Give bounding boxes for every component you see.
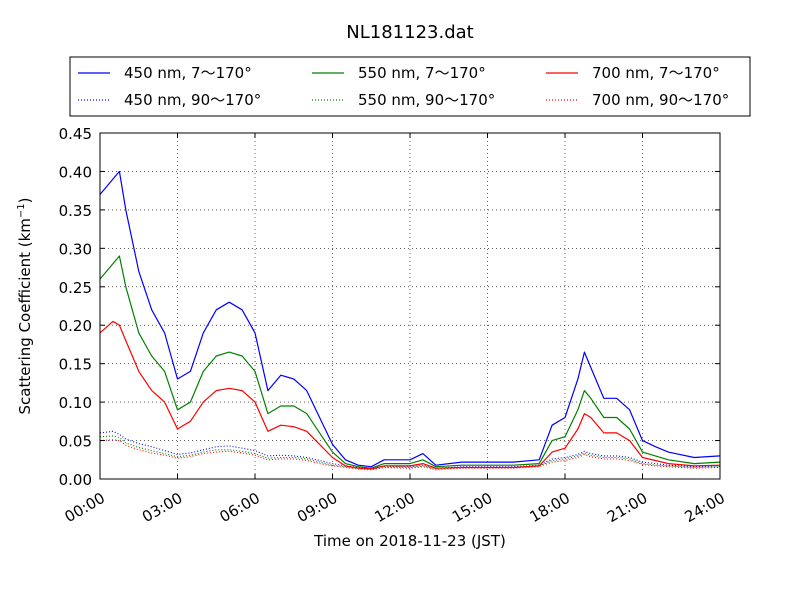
- y-tick-label: 0.20: [59, 317, 92, 335]
- x-axis: 00:00 03:00 06:00 09:00 12:00 15:00 18:00 21:00…: [62, 133, 728, 526]
- y-axis-label-superscript: −1: [16, 203, 27, 218]
- series-line-2: [99, 255, 721, 469]
- legend-label-3: 550 nm, 90～170°: [358, 91, 495, 109]
- x-tick-label: 00:00: [62, 489, 108, 526]
- legend: 450 nm, 7～170° 550 nm, 7～170° 700 nm, 7～17…: [69, 56, 751, 117]
- x-tick-label: 03:00: [139, 489, 185, 526]
- x-tick-label: 18:00: [527, 489, 573, 526]
- series-line-0: [99, 170, 721, 468]
- y-tick-label: 0.40: [59, 163, 92, 181]
- legend-label-2: 550 nm, 7～170°: [358, 64, 486, 82]
- y-axis-label-close: ): [16, 197, 34, 203]
- x-tick-label: 09:00: [294, 489, 340, 526]
- y-tick-label: 0.10: [59, 394, 92, 412]
- x-tick-label: 21:00: [604, 489, 650, 526]
- y-tick-label: 0.35: [59, 202, 92, 220]
- series-line-1: [99, 430, 721, 469]
- series-layer: [99, 170, 721, 471]
- y-axis-label: Scattering Coefficient (km−1): [16, 197, 34, 414]
- legend-label-4: 700 nm, 7～170°: [592, 64, 720, 82]
- y-axis: 0.00 0.05 0.10 0.15 0.20 0.25 0.30 0.35 0.40 0.45: [59, 125, 720, 489]
- series-line-4: [99, 320, 721, 470]
- y-tick-label: 0.00: [59, 471, 92, 489]
- y-tick-label: 0.05: [59, 433, 92, 451]
- legend-label-5: 700 nm, 90～170°: [592, 91, 729, 109]
- series-line-5: [99, 439, 721, 471]
- y-tick-label: 0.15: [59, 356, 92, 374]
- y-axis-label-main: Scattering Coefficient (km: [16, 218, 34, 414]
- legend-label-1: 450 nm, 90～170°: [124, 91, 261, 109]
- x-axis-label: Time on 2018-11-23 (JST): [313, 532, 506, 550]
- legend-label-0: 450 nm, 7～170°: [124, 64, 252, 82]
- y-tick-label: 0.45: [59, 125, 92, 143]
- y-tick-label: 0.30: [59, 240, 92, 258]
- legend-frame: [69, 56, 751, 117]
- x-tick-label: 15:00: [449, 489, 495, 526]
- x-tick-label: 24:00: [682, 489, 728, 526]
- chart-title: NL181123.dat: [346, 22, 473, 43]
- x-tick-label: 12:00: [372, 489, 418, 526]
- x-tick-label: 06:00: [217, 489, 263, 526]
- y-tick-label: 0.25: [59, 279, 92, 297]
